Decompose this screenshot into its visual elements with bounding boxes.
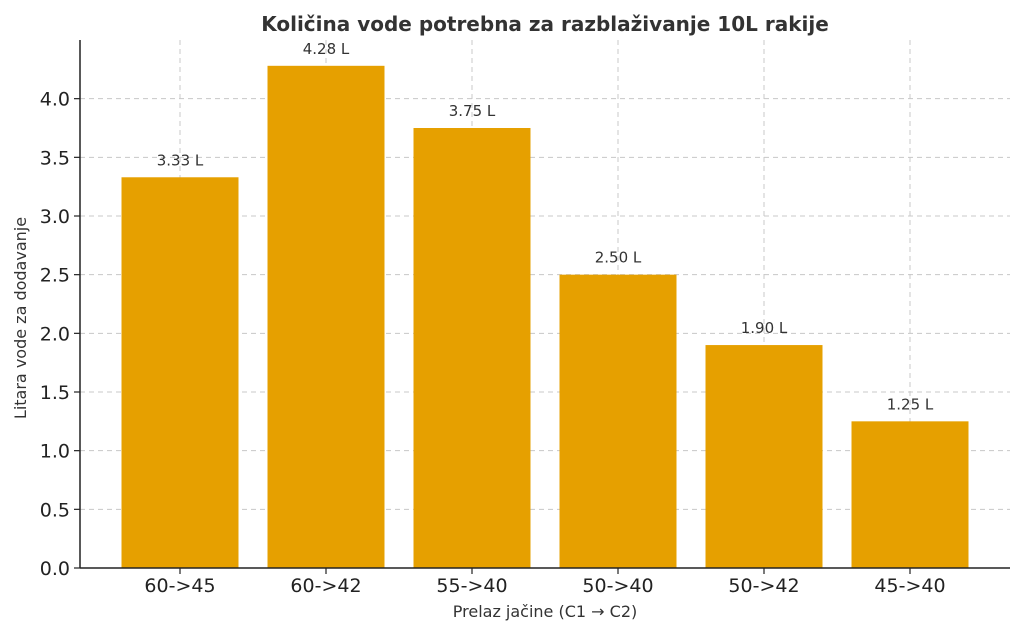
x-tick-label: 60->45 — [144, 575, 215, 597]
y-tick-label: 3.0 — [40, 206, 70, 228]
x-axis-label: Prelaz jačine (C1 → C2) — [453, 602, 638, 621]
x-tick-label: 50->42 — [728, 575, 799, 597]
bar-data-label: 1.25 L — [887, 395, 934, 413]
bar-data-label: 4.28 L — [303, 40, 350, 58]
bar — [559, 274, 677, 568]
x-tick-label: 60->42 — [290, 575, 361, 597]
bar-data-label: 3.33 L — [157, 151, 204, 169]
y-axis-label: Litara vode za dodavanje — [11, 217, 30, 419]
bar-data-label: 1.90 L — [741, 319, 788, 337]
y-tick-label: 2.0 — [40, 323, 70, 345]
y-tick-label: 3.5 — [40, 147, 70, 169]
bar-data-label: 3.75 L — [449, 102, 496, 120]
y-tick-label: 4.0 — [40, 89, 70, 111]
x-tick-label: 50->40 — [582, 575, 653, 597]
bar-data-label: 2.50 L — [595, 249, 642, 267]
chart-title: Količina vode potrebna za razblaživanje … — [261, 12, 829, 36]
bar — [121, 177, 239, 568]
labels-layer: 0.0 0.5 1.0 1.5 2.0 2.5 3.0 3.5 4.0 3.33 L 60->45 4… — [40, 40, 946, 597]
y-tick-label: 0.0 — [40, 558, 70, 580]
x-tick-label: 45->40 — [874, 575, 945, 597]
bars-layer — [121, 65, 969, 569]
bar — [851, 421, 969, 568]
y-tick-label: 0.5 — [40, 499, 70, 521]
bar — [267, 65, 385, 569]
x-tick-label: 55->40 — [436, 575, 507, 597]
y-tick-label: 1.5 — [40, 382, 70, 404]
y-tick-label: 1.0 — [40, 441, 70, 463]
y-tick-label: 2.5 — [40, 265, 70, 287]
bar — [705, 345, 823, 568]
bar — [413, 128, 531, 568]
axes-layer — [74, 40, 1010, 574]
